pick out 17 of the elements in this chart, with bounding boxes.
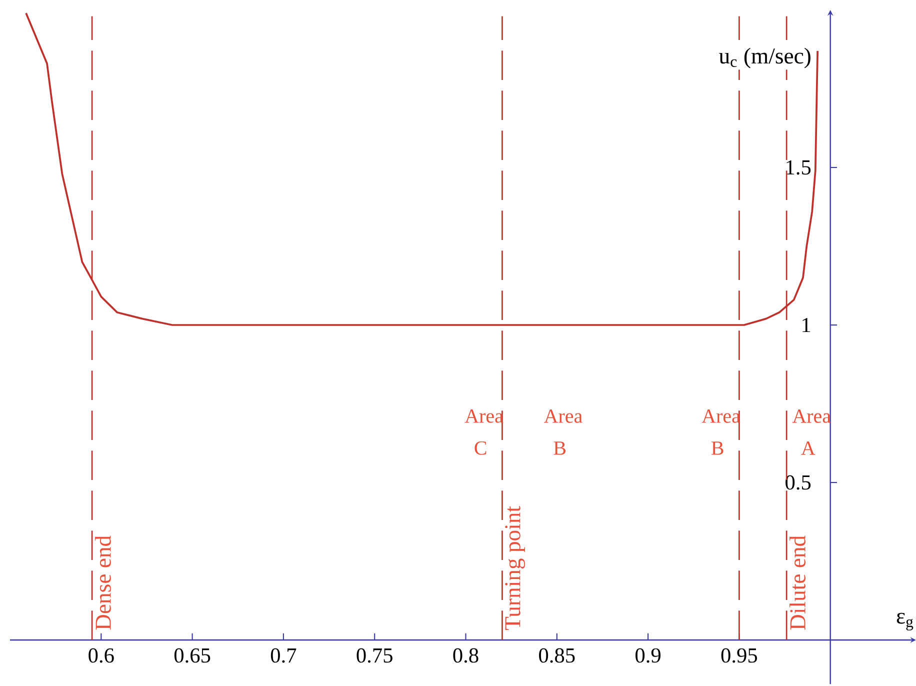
x-tick-label: 0.7 <box>270 648 296 663</box>
y-tick-label: 1 <box>802 318 810 332</box>
y-axis-title: u$_{c}$ (m/sec) <box>719 48 810 68</box>
y-tick-label: 1.5 <box>786 160 811 175</box>
ref-line-label: Dense end <box>94 536 111 630</box>
x-tick-label: 0.6 <box>88 648 114 663</box>
y-tick-label: 0.5 <box>786 475 811 490</box>
ref-line-label: Dilute end <box>790 536 806 630</box>
x-tick-label: 0.65 <box>174 648 210 663</box>
x-tick-label: 0.85 <box>539 648 575 663</box>
x-tick-label: 0.9 <box>636 648 660 663</box>
ref-line-label: Turning point <box>505 506 526 630</box>
x-tick-label: 0.95 <box>721 648 758 663</box>
annotation: Area B <box>544 409 582 455</box>
x-tick-label: 0.75 <box>356 648 392 663</box>
x-tick-label: 0.8 <box>453 648 478 663</box>
x-axis-title: ε$_{g}$ <box>896 612 914 630</box>
